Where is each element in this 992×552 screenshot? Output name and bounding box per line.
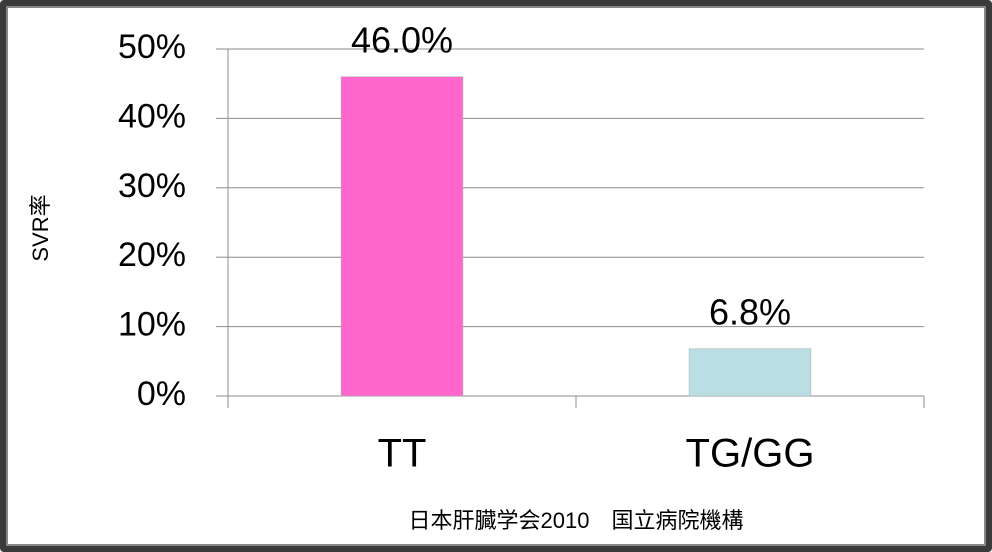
value-label: 46.0%	[351, 19, 453, 60]
y-tick-label: 0%	[137, 375, 186, 413]
y-tick-label: 40%	[118, 97, 186, 135]
bar	[688, 348, 812, 397]
x-axis-label: 日本肝臓学会2010 国立病院機構	[409, 508, 744, 533]
x-tick-label: TG/GG	[686, 432, 815, 476]
bar	[340, 76, 464, 397]
x-tick-label: TT	[378, 432, 427, 476]
y-tick-label: 20%	[118, 236, 186, 274]
y-tick-label: 30%	[118, 167, 186, 205]
y-tick-label: 50%	[118, 28, 186, 66]
y-axis-label: SVR率	[28, 194, 53, 261]
value-label: 6.8%	[709, 291, 791, 332]
y-tick-label: 10%	[118, 306, 186, 344]
